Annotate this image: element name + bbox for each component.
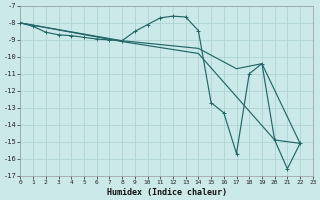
X-axis label: Humidex (Indice chaleur): Humidex (Indice chaleur)	[107, 188, 227, 197]
